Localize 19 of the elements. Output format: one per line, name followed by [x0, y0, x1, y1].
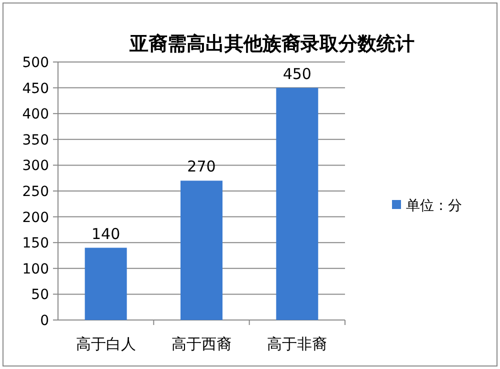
y-tick-label: 0: [40, 313, 49, 329]
y-tick-label: 250: [22, 184, 49, 200]
y-tick-label: 150: [22, 236, 49, 252]
x-tick-label: 高于白人: [76, 335, 136, 353]
x-tick-label: 高于西裔: [172, 335, 232, 353]
chart-title: 亚裔需高出其他族裔录取分数统计: [128, 33, 414, 55]
legend-label: 单位：分: [406, 198, 462, 214]
data-label: 270: [187, 158, 216, 176]
y-tick-label: 50: [31, 287, 49, 304]
y-tick-label: 400: [22, 106, 49, 123]
y-tick-label: 300: [22, 158, 49, 174]
y-tick-label: 350: [22, 132, 49, 148]
x-tick-label: 高于非裔: [267, 335, 328, 353]
data-label: 450: [282, 64, 312, 83]
y-tick-label: 100: [22, 261, 49, 278]
data-label: 140: [92, 224, 120, 243]
y-tick-label: 200: [22, 210, 49, 226]
y-tick-label: 450: [22, 80, 49, 97]
y-tick-label: 500: [22, 55, 49, 71]
